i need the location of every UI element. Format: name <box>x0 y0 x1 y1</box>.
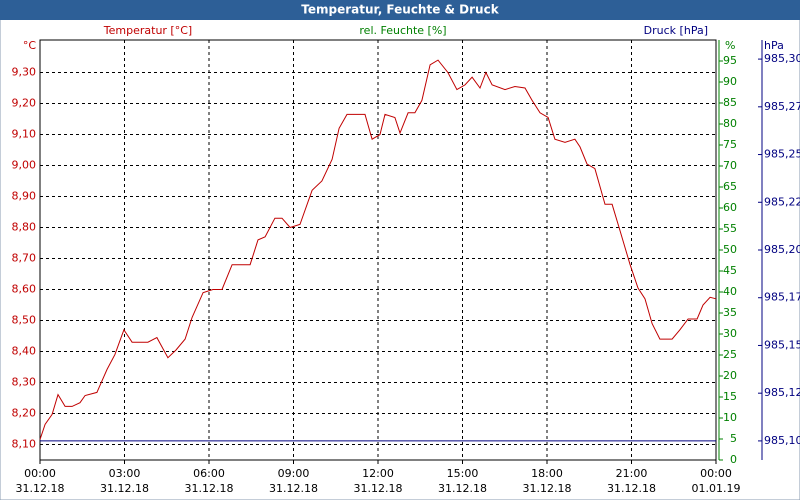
y3-tick-label: 15 <box>723 390 737 403</box>
y2-tick-label: 985,17 <box>764 291 800 304</box>
x-tick-date: 31.12.18 <box>16 482 65 495</box>
y3-tick-label: 0 <box>730 453 737 466</box>
y3-tick-label: 50 <box>723 243 737 256</box>
x-tick-label: 18:00 <box>531 467 563 480</box>
y-tick-label: 9,00 <box>12 159 37 172</box>
x-tick-label: 21:00 <box>616 467 648 480</box>
y2-unit: hPa <box>764 39 784 52</box>
y3-tick-label: 70 <box>723 159 737 172</box>
y-tick-label: 9,20 <box>12 97 37 110</box>
title-bar <box>0 0 800 20</box>
y3-tick-label: 60 <box>723 201 737 214</box>
y-axis-title: Temperatur [°C] <box>103 24 192 37</box>
y3-tick-label: 55 <box>723 222 737 235</box>
x-tick-label: 03:00 <box>109 467 141 480</box>
y3-tick-label: 25 <box>723 348 737 361</box>
y-tick-label: 8,50 <box>12 314 37 327</box>
y-tick-label: 8,30 <box>12 376 37 389</box>
y3-tick-label: 80 <box>723 117 737 130</box>
x-tick-date: 31.12.18 <box>100 482 149 495</box>
y3-unit: % <box>725 39 735 52</box>
y3-tick-label: 75 <box>723 138 737 151</box>
y-tick-label: 8,80 <box>12 221 37 234</box>
x-tick-date: 31.12.18 <box>185 482 234 495</box>
y3-tick-label: 45 <box>723 264 737 277</box>
y3-tick-label: 85 <box>723 96 737 109</box>
y2-tick-label: 985,27 <box>764 100 800 113</box>
x-tick-date: 31.12.18 <box>523 482 572 495</box>
x-tick-label: 06:00 <box>193 467 225 480</box>
y3-axis-title: rel. Feuchte [%] <box>359 24 446 37</box>
y2-tick-label: 985,30 <box>764 52 800 65</box>
y3-tick-label: 5 <box>730 432 737 445</box>
y2-axis-title: Druck [hPa] <box>644 24 708 37</box>
x-tick-date: 31.12.18 <box>607 482 656 495</box>
y2-tick-label: 985,10 <box>764 434 800 447</box>
x-tick-label: 12:00 <box>362 467 394 480</box>
y-unit: °C <box>23 39 37 52</box>
y-tick-label: 8,20 <box>12 407 37 420</box>
y2-tick-label: 985,25 <box>764 148 800 161</box>
x-tick-label: 00:00 <box>24 467 56 480</box>
y2-tick-label: 985,22 <box>764 195 800 208</box>
y-tick-label: 9,30 <box>12 66 37 79</box>
series-line <box>39 59 717 440</box>
x-tick-date: 31.12.18 <box>354 482 403 495</box>
x-tick-date: 31.12.18 <box>438 482 487 495</box>
y-tick-label: 8,60 <box>12 283 37 296</box>
y3-tick-label: 90 <box>723 75 737 88</box>
x-tick-date: 01.01.19 <box>692 482 741 495</box>
x-tick-date: 31.12.18 <box>269 482 318 495</box>
x-tick-label: 09:00 <box>278 467 310 480</box>
y-tick-label: 8,10 <box>12 438 37 451</box>
y3-tick-label: 35 <box>723 306 737 319</box>
y3-tick-label: 95 <box>723 54 737 67</box>
y2-tick-label: 985,20 <box>764 243 800 256</box>
y3-tick-label: 40 <box>723 285 737 298</box>
chart-title: Temperatur, Feuchte & Druck <box>301 3 499 17</box>
y-tick-label: 9,10 <box>12 128 37 141</box>
y-tick-label: 8,40 <box>12 345 37 358</box>
x-tick-label: 00:00 <box>700 467 732 480</box>
y3-tick-label: 20 <box>723 369 737 382</box>
y-tick-label: 8,90 <box>12 190 37 203</box>
y2-tick-label: 985,12 <box>764 386 800 399</box>
y3-tick-label: 30 <box>723 327 737 340</box>
y3-tick-label: 65 <box>723 180 737 193</box>
y2-tick-label: 985,15 <box>764 338 800 351</box>
y3-tick-label: 10 <box>723 411 737 424</box>
y-tick-label: 8,70 <box>12 252 37 265</box>
x-tick-label: 15:00 <box>447 467 479 480</box>
